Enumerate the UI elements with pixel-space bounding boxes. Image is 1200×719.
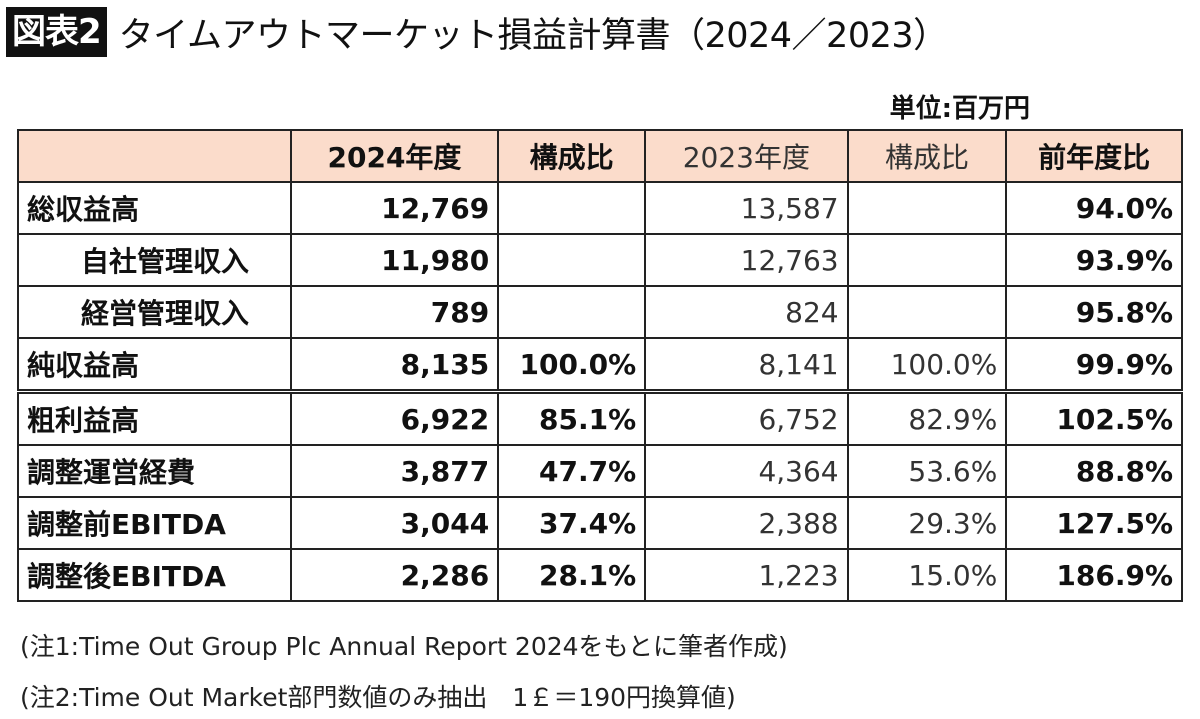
value-2023: 4,364 [644,444,849,498]
value-2023: 13,587 [644,181,849,235]
figure-title: 図表2 タイムアウトマーケット損益計算書（2024／2023） [6,6,948,58]
table-row: 総収益高 12,769 13,587 94.0% [17,181,1183,235]
ratio-2023: 29.3% [846,496,1008,550]
table-row: 調整前EBITDA 3,044 37.4% 2,388 29.3% 127.5% [17,496,1183,550]
ratio-2024 [497,181,647,235]
value-2024: 3,877 [289,444,500,498]
ratio-2023: 53.6% [846,444,1008,498]
ratio-2024: 28.1% [497,548,647,602]
header-blank [17,129,292,183]
value-2023: 6,752 [644,389,849,446]
value-2023: 2,388 [644,496,849,550]
row-label: 調整後EBITDA [17,548,292,602]
header-ratio-2023: 構成比 [846,129,1008,183]
figure-badge: 図表2 [6,7,107,57]
value-2023: 8,141 [644,337,849,393]
table-row: 調整運営経費 3,877 47.7% 4,364 53.6% 88.8% [17,444,1183,498]
table-row: 経営管理収入 789 824 95.8% [17,285,1183,339]
ratio-2024: 85.1% [497,389,647,446]
value-2023: 824 [644,285,849,339]
row-label: 自社管理収入 [17,233,292,287]
value-2024: 6,922 [289,389,500,446]
ratio-2023 [846,181,1008,235]
ratio-2024: 100.0% [497,337,647,393]
note-1: (注1:Time Out Group Plc Annual Report 202… [20,632,788,661]
ratio-2023 [846,285,1008,339]
row-label: 調整前EBITDA [17,496,292,550]
ratio-2024: 37.4% [497,496,647,550]
value-2024: 8,135 [289,337,500,393]
yoy-ratio: 94.0% [1005,181,1183,235]
value-2024: 3,044 [289,496,500,550]
note-2: (注2:Time Out Market部門数値のみ抽出 1￡＝190円換算値) [20,683,736,712]
ratio-2024 [497,233,647,287]
value-2024: 789 [289,285,500,339]
table-row: 純収益高 8,135 100.0% 8,141 100.0% 99.9% [17,337,1183,393]
table-row: 自社管理収入 11,980 12,763 93.9% [17,233,1183,287]
income-statement-table: 2024年度 構成比 2023年度 構成比 前年度比 総収益高 12,769 13,… [17,129,1183,602]
header-ratio-2024: 構成比 [497,129,647,183]
yoy-ratio: 127.5% [1005,496,1183,550]
yoy-ratio: 93.9% [1005,233,1183,287]
value-2023: 12,763 [644,233,849,287]
row-label: 純収益高 [17,337,292,393]
row-label: 調整運営経費 [17,444,292,498]
header-yoy: 前年度比 [1005,129,1183,183]
ratio-2024: 47.7% [497,444,647,498]
yoy-ratio: 102.5% [1005,389,1183,446]
table-row: 粗利益高 6,922 85.1% 6,752 82.9% 102.5% [17,389,1183,446]
value-2023: 1,223 [644,548,849,602]
unit-label: 単位:百万円 [889,94,1030,124]
row-label: 粗利益高 [17,389,292,446]
value-2024: 11,980 [289,233,500,287]
value-2024: 12,769 [289,181,500,235]
yoy-ratio: 186.9% [1005,548,1183,602]
header-2024: 2024年度 [289,129,500,183]
yoy-ratio: 95.8% [1005,285,1183,339]
row-label: 総収益高 [17,181,292,235]
table-row: 調整後EBITDA 2,286 28.1% 1,223 15.0% 186.9% [17,548,1183,602]
title-text: タイムアウトマーケット損益計算書（2024／2023） [118,15,948,56]
ratio-2023: 82.9% [846,389,1008,446]
yoy-ratio: 88.8% [1005,444,1183,498]
ratio-2023: 100.0% [846,337,1008,393]
ratio-2023 [846,233,1008,287]
ratio-2023: 15.0% [846,548,1008,602]
row-label: 経営管理収入 [17,285,292,339]
header-2023: 2023年度 [644,129,849,183]
value-2024: 2,286 [289,548,500,602]
yoy-ratio: 99.9% [1005,337,1183,393]
ratio-2024 [497,285,647,339]
header-row: 2024年度 構成比 2023年度 構成比 前年度比 [17,129,1183,183]
